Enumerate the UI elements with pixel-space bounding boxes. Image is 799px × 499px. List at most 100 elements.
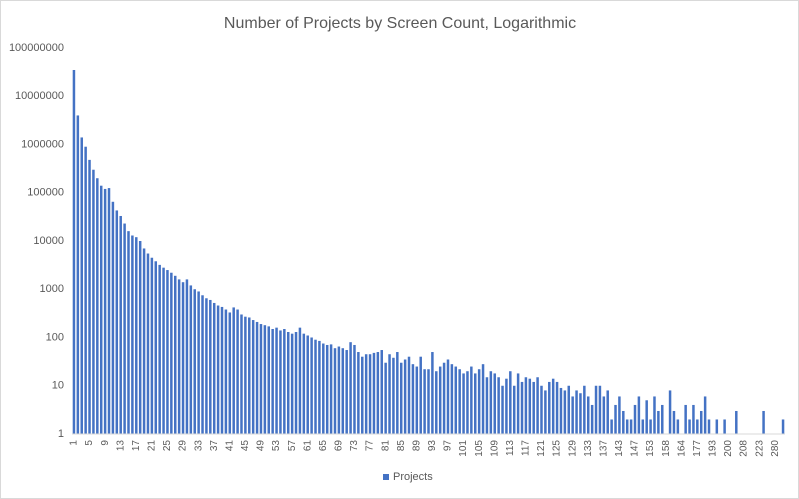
bar (251, 320, 255, 434)
bar (150, 257, 154, 434)
bar (676, 419, 680, 434)
bar (170, 272, 173, 434)
bar (236, 309, 239, 434)
x-tick-label: 21 (147, 440, 158, 452)
bar (512, 385, 516, 434)
x-tick-label: 65 (318, 440, 329, 452)
bar (193, 289, 196, 434)
bar (548, 381, 551, 434)
bar (244, 316, 247, 434)
bar (672, 410, 676, 434)
bar (657, 410, 660, 434)
bar (579, 393, 582, 434)
chart-title: Number of Projects by Screen Count, Loga… (224, 15, 576, 32)
bar (419, 356, 422, 434)
bar (353, 344, 356, 434)
bar (629, 419, 633, 434)
bar (707, 419, 711, 434)
bar (341, 348, 345, 434)
bar (275, 327, 278, 434)
x-tick-label: 85 (396, 440, 407, 452)
bar (536, 377, 539, 434)
bar (618, 396, 621, 434)
bar (283, 329, 286, 434)
bar (189, 285, 193, 434)
bar (255, 321, 259, 434)
bar (302, 333, 306, 434)
bar (567, 385, 571, 434)
x-tick-label: 57 (287, 440, 298, 452)
bar (641, 419, 645, 434)
x-tick-label: 93 (427, 440, 438, 452)
x-tick-label: 113 (505, 440, 516, 456)
bar (166, 270, 169, 434)
bar (509, 371, 512, 434)
x-tick-label: 105 (474, 440, 485, 457)
bar (520, 381, 524, 434)
bar (185, 279, 189, 434)
bar (703, 396, 707, 434)
bar (240, 314, 243, 434)
x-tick-label: 101 (458, 440, 469, 457)
bar (438, 366, 442, 434)
bar (446, 359, 450, 434)
bar (528, 378, 532, 434)
bar (263, 325, 267, 434)
bar (735, 410, 738, 434)
x-tick-label: 5 (84, 440, 95, 446)
bar (325, 344, 329, 434)
x-tick-label: 137 (598, 440, 609, 457)
y-tick-label: 100 (46, 331, 64, 343)
bar (649, 419, 652, 434)
x-tick-label: 73 (349, 440, 360, 452)
bar (688, 419, 691, 434)
bar (571, 396, 574, 434)
x-tick-label: 97 (443, 440, 454, 452)
bar (364, 354, 368, 434)
bar (146, 253, 150, 434)
y-tick-label: 1 (58, 428, 64, 440)
x-tick-label: 193 (708, 440, 719, 457)
x-tick-label: 89 (411, 440, 422, 452)
bar (286, 332, 290, 434)
bar (532, 381, 535, 434)
bar (322, 343, 325, 434)
bar (376, 352, 380, 434)
bar (781, 419, 785, 434)
bar (696, 419, 699, 434)
bar (477, 369, 481, 434)
bar (177, 279, 181, 434)
bar (598, 385, 602, 434)
bar (138, 241, 142, 434)
bar (551, 378, 555, 434)
bar (212, 302, 216, 434)
bar (594, 385, 598, 434)
bar (435, 371, 438, 434)
bar (466, 371, 469, 434)
bar (590, 404, 594, 434)
bar (115, 210, 119, 434)
bar (563, 390, 567, 434)
x-tick-label: 13 (115, 440, 126, 452)
bar (220, 306, 224, 434)
x-tick-label: 33 (193, 440, 204, 452)
bar (298, 327, 302, 434)
bar (131, 235, 134, 434)
bar (485, 377, 489, 434)
bar (524, 377, 528, 434)
bar (368, 354, 372, 434)
x-tick-label: 223 (754, 440, 765, 457)
bar (127, 231, 130, 434)
x-tick-label: 29 (178, 440, 189, 452)
bar (614, 404, 617, 434)
bar (516, 373, 520, 434)
bar (345, 350, 348, 434)
x-tick-label: 208 (739, 440, 750, 457)
x-tick-label: 117 (521, 440, 532, 456)
bar (88, 159, 91, 434)
x-tick-label: 25 (162, 440, 173, 452)
bar (431, 352, 434, 434)
bar (575, 390, 578, 434)
bar (372, 352, 376, 434)
